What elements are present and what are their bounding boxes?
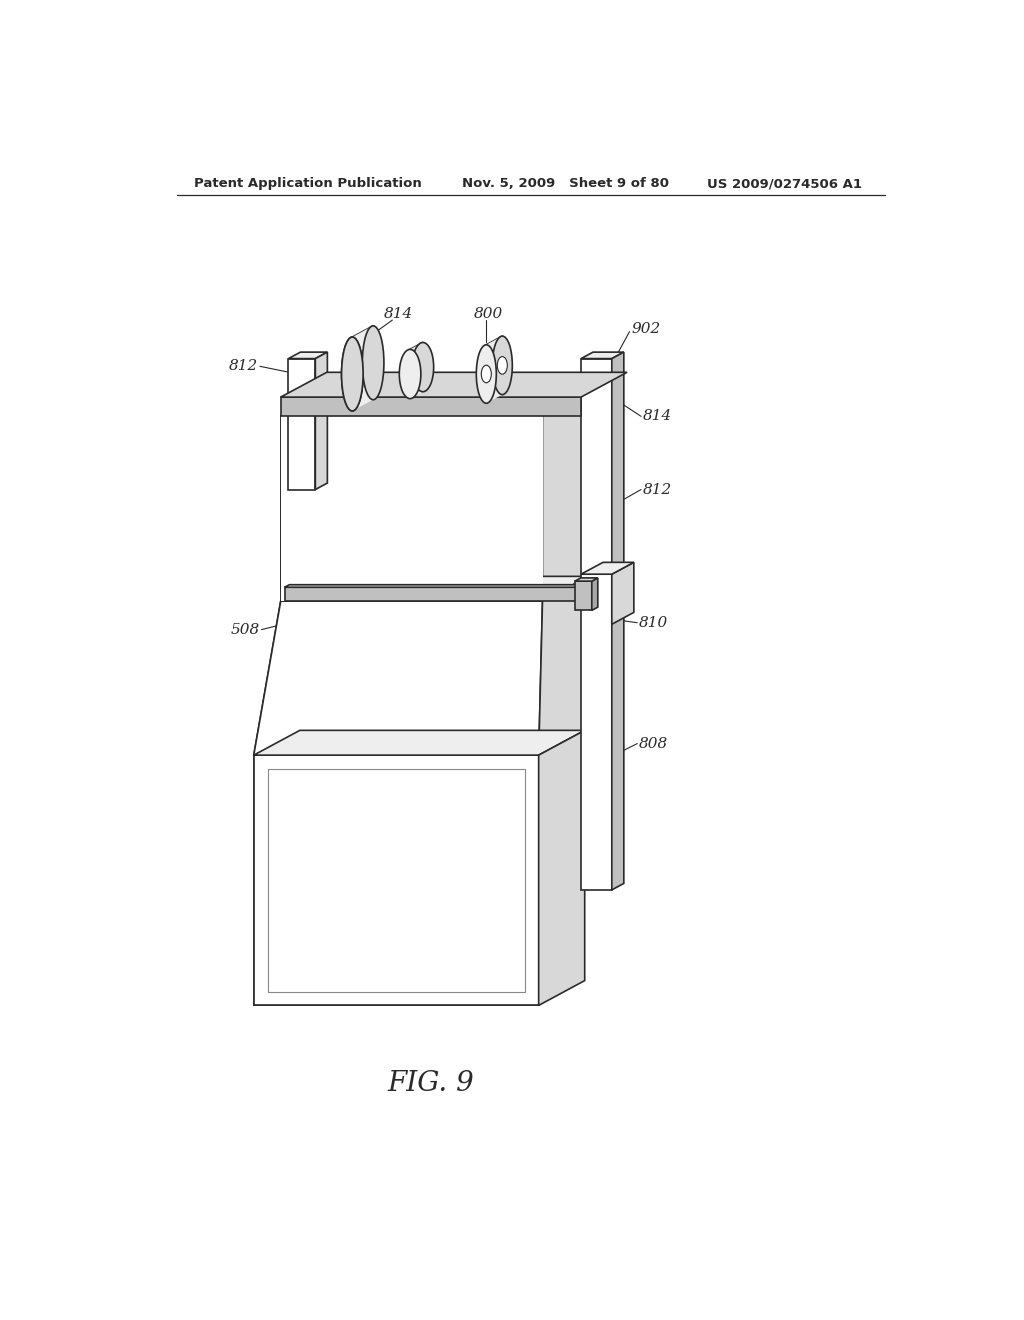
Ellipse shape: [498, 356, 507, 374]
Polygon shape: [315, 352, 328, 490]
Text: US 2009/0274506 A1: US 2009/0274506 A1: [707, 177, 862, 190]
Polygon shape: [289, 359, 315, 490]
Text: Patent Application Publication: Patent Application Publication: [194, 177, 422, 190]
Polygon shape: [254, 755, 539, 1006]
Polygon shape: [281, 372, 627, 397]
Polygon shape: [281, 416, 543, 601]
Polygon shape: [281, 577, 589, 601]
Text: 812: 812: [228, 359, 258, 374]
Text: 508: 508: [230, 623, 260, 636]
Ellipse shape: [412, 342, 433, 392]
Text: Nov. 5, 2009   Sheet 9 of 80: Nov. 5, 2009 Sheet 9 of 80: [462, 177, 669, 190]
Text: 902: 902: [631, 322, 660, 337]
Polygon shape: [581, 359, 611, 890]
Ellipse shape: [342, 337, 364, 411]
Ellipse shape: [399, 350, 421, 399]
Polygon shape: [574, 578, 598, 581]
Polygon shape: [611, 352, 624, 890]
Text: FIG. 9: FIG. 9: [387, 1071, 474, 1097]
Polygon shape: [611, 562, 634, 624]
Ellipse shape: [481, 366, 492, 383]
Polygon shape: [254, 601, 543, 755]
Polygon shape: [581, 562, 634, 574]
Polygon shape: [539, 577, 589, 755]
Polygon shape: [574, 581, 592, 610]
Polygon shape: [486, 337, 503, 404]
Polygon shape: [289, 352, 328, 359]
Polygon shape: [543, 392, 589, 601]
Polygon shape: [592, 578, 598, 610]
Ellipse shape: [362, 326, 384, 400]
Polygon shape: [254, 730, 585, 755]
Polygon shape: [352, 326, 373, 411]
Polygon shape: [410, 342, 423, 399]
Polygon shape: [267, 770, 524, 991]
Ellipse shape: [342, 337, 364, 411]
Polygon shape: [539, 730, 585, 1006]
Text: 810: 810: [639, 615, 668, 630]
Text: 814: 814: [384, 308, 413, 321]
Ellipse shape: [493, 337, 512, 395]
Polygon shape: [285, 587, 585, 601]
Text: 812: 812: [643, 483, 672, 496]
Text: 800: 800: [474, 308, 503, 321]
Text: 808: 808: [639, 737, 668, 751]
Polygon shape: [281, 392, 589, 416]
Polygon shape: [281, 397, 581, 416]
Polygon shape: [281, 416, 543, 601]
Ellipse shape: [476, 345, 497, 404]
Polygon shape: [285, 585, 590, 587]
Polygon shape: [581, 352, 624, 359]
Text: 814: 814: [643, 409, 672, 424]
